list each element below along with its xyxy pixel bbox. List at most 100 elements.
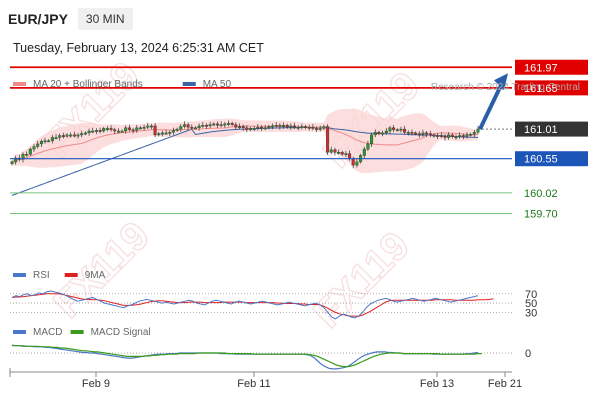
candle (421, 132, 425, 135)
forecast-arrow-head (494, 73, 508, 91)
candle (215, 123, 219, 126)
candle (318, 128, 322, 130)
candle (322, 126, 326, 129)
legend-swatch (13, 273, 26, 277)
macd-level-label: 0 (525, 348, 531, 360)
x-axis: Feb 9 Feb 11 Feb 13 Feb 21 (9, 368, 522, 390)
rsi-level-label: 50 (525, 298, 537, 310)
candle (307, 126, 311, 129)
legend-swatch (13, 82, 26, 86)
candle (14, 157, 18, 163)
candle (21, 153, 25, 160)
candle (80, 133, 84, 136)
candle (425, 132, 429, 135)
candle (212, 123, 216, 126)
candle (395, 129, 399, 132)
candle (124, 127, 128, 132)
level-label: 160.02 (524, 188, 558, 200)
copyright-label: Research © 2024 Trading Central (431, 82, 580, 93)
candle (410, 132, 414, 134)
candle (337, 152, 341, 154)
legend-label: MA 50 (203, 79, 232, 90)
candle (43, 140, 47, 143)
candle (362, 148, 366, 156)
candle (278, 124, 282, 127)
candle (263, 127, 267, 130)
macd-panel: 0 (10, 344, 531, 370)
candle (417, 133, 421, 136)
candle (252, 128, 256, 130)
candle (245, 127, 249, 130)
candle (296, 126, 300, 129)
datetime-label: Tuesday, February 13, 2024 6:25:31 AM CE… (13, 41, 264, 55)
candle (32, 146, 36, 150)
candle (91, 130, 95, 133)
level-label: 161.01 (524, 124, 558, 136)
candle (25, 153, 29, 156)
level-label: 159.70 (524, 208, 558, 220)
candle (260, 126, 264, 129)
candle (120, 130, 124, 133)
candle (447, 134, 451, 138)
candle (311, 126, 315, 129)
candle (439, 135, 443, 137)
candle (230, 123, 234, 125)
candle (282, 124, 286, 127)
candle (329, 149, 333, 153)
candle (179, 126, 183, 130)
forecast-arrow-line (478, 82, 504, 130)
candle (234, 124, 238, 128)
candle (285, 124, 289, 128)
candle (193, 127, 197, 130)
ma20-line (11, 125, 479, 163)
legend-layer: MA 20 + Bollinger Bands MA 50 RSI 9MA MACD MA… (13, 79, 231, 338)
symbol-label: EUR/JPY (8, 11, 68, 27)
candle (461, 135, 465, 137)
candle (190, 126, 194, 129)
chart-header: EUR/JPY 30 MIN (8, 8, 133, 30)
candle (186, 124, 190, 128)
candle (450, 134, 454, 137)
candle (432, 134, 436, 137)
candle (131, 129, 135, 132)
candle (377, 132, 381, 134)
x-tick-label: Feb 9 (82, 378, 110, 390)
candle (76, 134, 80, 137)
legend-label: 9MA (85, 270, 106, 281)
candle (98, 130, 102, 132)
candle (87, 130, 91, 134)
timeframe-button[interactable]: 30 MIN (77, 8, 133, 30)
candle (171, 130, 175, 133)
rsi-ma-line (11, 293, 494, 317)
candle (465, 134, 469, 137)
candle (274, 124, 278, 127)
candle (113, 129, 117, 132)
candle (414, 132, 418, 135)
candle (333, 149, 337, 153)
macd-signal-line (12, 345, 482, 368)
level-label: 161.65 (524, 83, 558, 95)
candle (146, 125, 150, 128)
candle (116, 130, 120, 133)
candle (406, 132, 410, 134)
candle (392, 127, 396, 130)
candle (348, 153, 352, 160)
legend-swatch (64, 273, 78, 277)
candle (381, 132, 385, 135)
candle (304, 126, 308, 128)
candle (472, 132, 476, 135)
candle (164, 132, 168, 135)
candle (223, 123, 227, 126)
candle (248, 128, 252, 130)
level-label-box (515, 121, 588, 137)
candle (142, 126, 146, 129)
candle (454, 136, 458, 139)
candle (289, 125, 293, 128)
candle (208, 124, 212, 127)
candle (61, 135, 65, 137)
candle (443, 135, 447, 138)
rsi-level-label: 70 (525, 289, 537, 301)
candle (72, 134, 76, 137)
